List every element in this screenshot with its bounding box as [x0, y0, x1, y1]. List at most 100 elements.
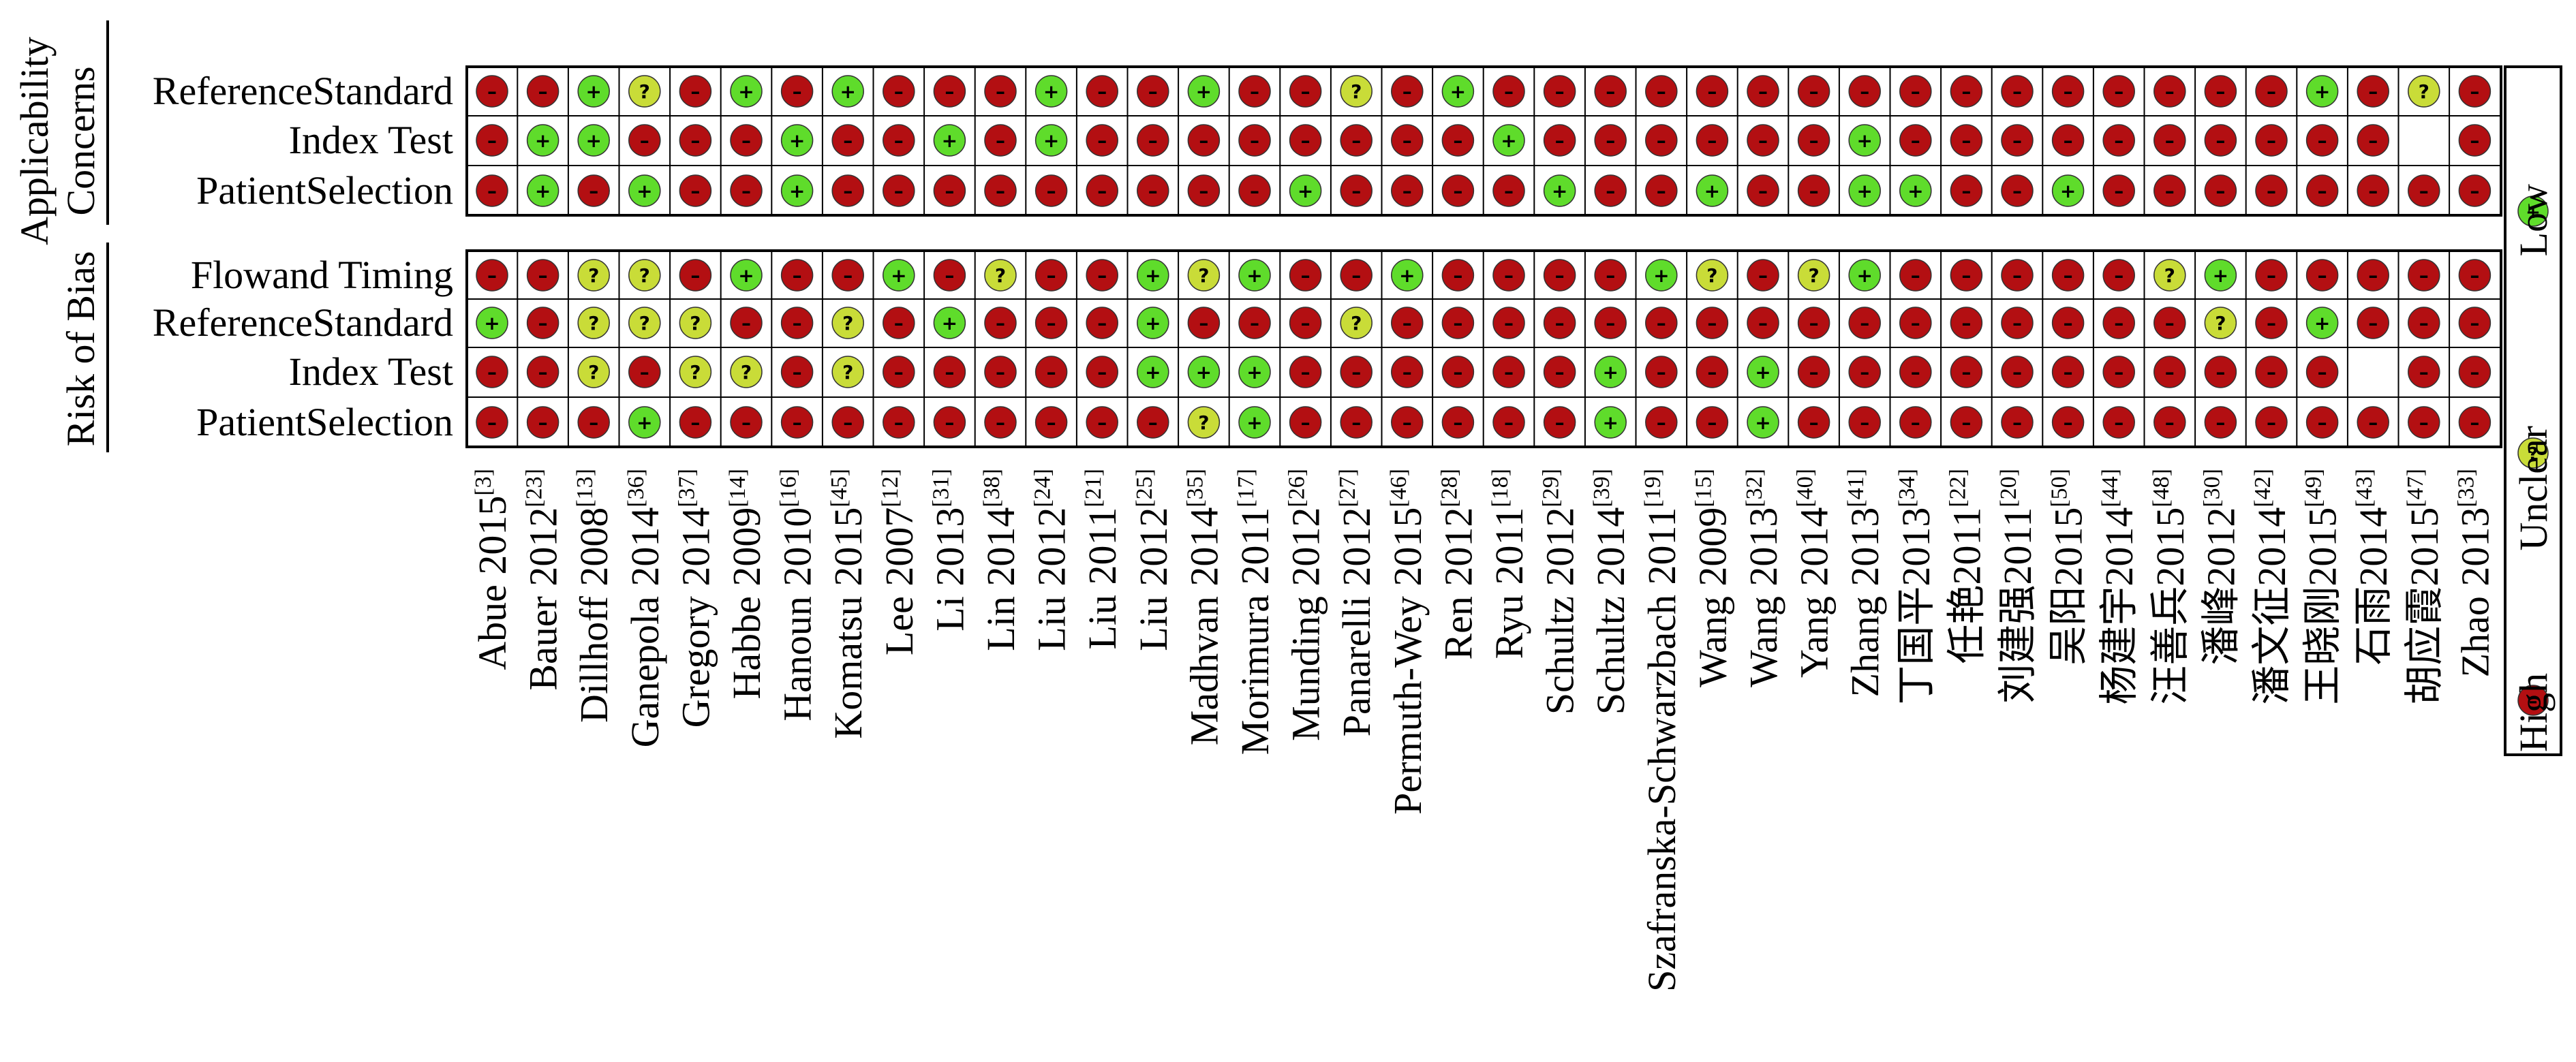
judgement-symbol: –	[945, 80, 954, 103]
judgement-high-marker	[2357, 124, 2389, 157]
judgement-symbol: –	[1809, 312, 1819, 334]
judgement-symbol: –	[1707, 361, 1717, 384]
judgement-symbol: –	[996, 312, 1005, 334]
judgement-symbol: –	[2012, 312, 2022, 334]
judgement-symbol: –	[690, 180, 700, 202]
judgement-high-marker	[476, 356, 508, 388]
judgement-high-marker	[1797, 406, 1830, 439]
judgement-symbol: –	[1911, 264, 1920, 287]
study-label: Ren 2012[28]	[1436, 469, 1480, 660]
judgement-high-marker	[1899, 75, 1932, 108]
judgement-symbol: –	[1097, 312, 1107, 334]
judgement-symbol: +	[1501, 129, 1516, 152]
judgement-symbol: +	[1653, 264, 1669, 287]
judgement-high-marker	[1899, 406, 1932, 439]
judgement-high-marker	[2153, 174, 2186, 207]
study-label: Liu 2011[21]	[1080, 469, 1124, 650]
judgement-symbol: –	[2215, 180, 2225, 202]
judgement-symbol: –	[793, 411, 802, 434]
judgement-high-marker	[1747, 75, 1779, 108]
judgement-high-marker	[1340, 406, 1373, 439]
judgement-symbol: –	[1809, 80, 1819, 103]
judgement-symbol: +	[484, 312, 500, 334]
judgement-symbol: –	[1657, 129, 1666, 152]
judgement-high-marker	[883, 406, 915, 439]
judgement-high-marker	[2204, 356, 2237, 388]
study-label: 杨建宇2014[44]	[2097, 469, 2141, 705]
judgement-high-marker	[933, 406, 966, 439]
judgement-high-marker	[831, 124, 864, 157]
judgement-high-marker	[1950, 406, 1983, 439]
judgement-symbol: –	[2114, 312, 2123, 334]
judgement-symbol: +	[2060, 180, 2076, 202]
judgement-symbol: –	[2064, 80, 2073, 103]
judgement-high-marker	[476, 174, 508, 207]
judgement-low-marker	[1747, 356, 1779, 388]
judgement-high-marker	[2102, 75, 2135, 108]
judgement-symbol: –	[538, 411, 548, 434]
study-label: Permuth-Wey 2015[46]	[1385, 469, 1430, 815]
judgement-symbol: –	[2470, 180, 2479, 202]
judgement-high-marker	[1594, 124, 1627, 157]
judgement-symbol: ?	[741, 361, 752, 384]
judgement-high-marker	[2204, 75, 2237, 108]
judgement-symbol: +	[637, 180, 652, 202]
judgement-symbol: –	[538, 264, 548, 287]
legend-label: Low	[2511, 184, 2556, 256]
judgement-high-marker	[1492, 259, 1525, 292]
row-label: ReferenceStandard	[153, 300, 453, 345]
judgement-symbol: –	[1606, 80, 1615, 103]
judgement-symbol: +	[2314, 312, 2330, 334]
judgement-symbol: –	[2318, 129, 2327, 152]
judgement-symbol: –	[894, 80, 904, 103]
study-label: Dillhoff 2008[13]	[572, 469, 616, 723]
judgement-symbol: –	[1402, 129, 1412, 152]
judgement-unclear-marker	[831, 356, 864, 388]
judgement-symbol: –	[690, 80, 700, 103]
judgement-high-marker	[1340, 174, 1373, 207]
judgement-unclear-marker	[1797, 259, 1830, 292]
judgement-high-marker	[526, 259, 559, 292]
judgement-high-marker	[1950, 75, 1983, 108]
judgement-symbol: +	[1399, 264, 1415, 287]
judgement-high-marker	[2305, 174, 2339, 207]
judgement-low-marker	[831, 75, 864, 108]
judgement-high-marker	[2458, 174, 2491, 207]
judgement-high-marker	[2204, 174, 2237, 207]
judgement-high-marker	[2001, 75, 2034, 108]
judgement-symbol: ?	[588, 264, 599, 287]
judgement-high-marker	[1950, 356, 1983, 388]
judgement-symbol: –	[1961, 411, 1971, 434]
judgement-high-marker	[679, 259, 712, 292]
judgement-symbol: –	[640, 129, 649, 152]
judgement-symbol: –	[1707, 312, 1717, 334]
judgement-high-marker	[1492, 75, 1525, 108]
judgement-low-marker	[476, 307, 508, 339]
judgement-high-marker	[2204, 124, 2237, 157]
judgement-symbol: –	[1555, 80, 1565, 103]
judgement-symbol: –	[487, 129, 497, 152]
judgement-high-marker	[2001, 356, 2034, 388]
judgement-low-marker	[933, 307, 966, 339]
judgement-unclear-marker	[1187, 259, 1221, 292]
judgement-high-marker	[1492, 307, 1525, 339]
judgement-symbol: –	[589, 180, 598, 202]
judgement-high-marker	[933, 259, 966, 292]
judgement-symbol: –	[1809, 180, 1819, 202]
judgement-symbol: ?	[842, 312, 853, 334]
judgement-symbol: –	[1199, 180, 1208, 202]
study-label: Lin 2014[38]	[979, 469, 1023, 651]
judgement-symbol: –	[2470, 312, 2479, 334]
judgement-low-marker	[780, 124, 814, 157]
group-label: Concerns	[59, 66, 103, 215]
judgement-symbol: –	[741, 312, 751, 334]
judgement-symbol: –	[1351, 264, 1361, 287]
judgement-symbol: –	[2165, 180, 2175, 202]
study-label: Zhang 2013[41]	[1843, 469, 1887, 697]
judgement-symbol: –	[1961, 361, 1971, 384]
judgement-symbol: –	[996, 80, 1005, 103]
judgement-symbol: +	[1145, 361, 1161, 384]
judgement-low-marker	[1187, 356, 1221, 388]
judgement-low-marker	[628, 406, 661, 439]
judgement-high-marker	[1391, 356, 1424, 388]
